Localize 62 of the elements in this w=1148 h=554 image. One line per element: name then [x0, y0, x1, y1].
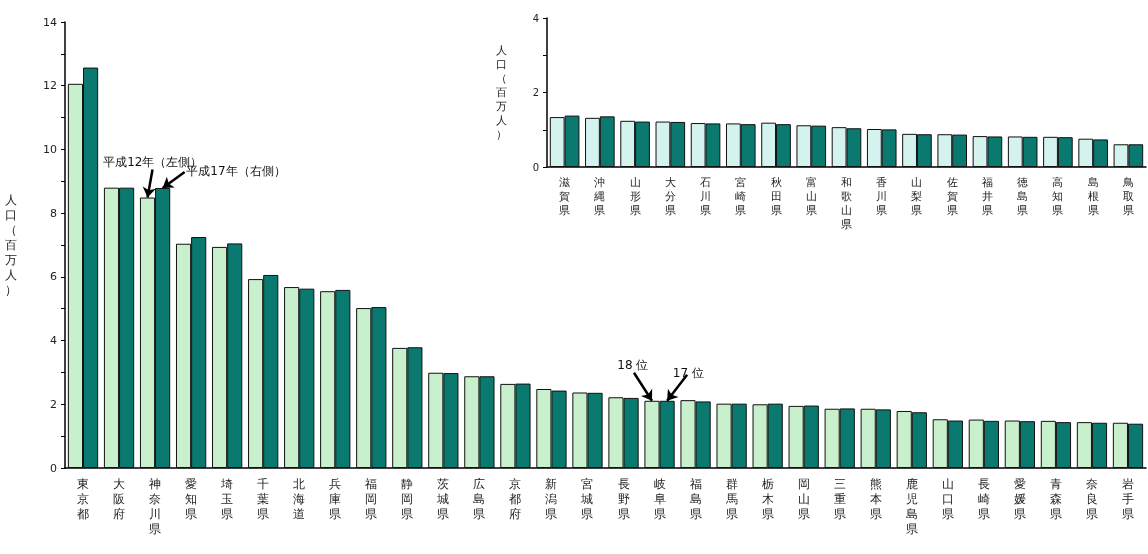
x-tick-label: 佐賀県: [946, 175, 958, 217]
y-tick-label: 12: [43, 79, 57, 93]
x-tick-label: 島根県: [1087, 175, 1099, 217]
x-tick-label: 千葉県: [257, 476, 270, 521]
x-tick-label: 徳島県: [1017, 175, 1029, 217]
x-tick-label: 富山県: [805, 175, 817, 217]
x-tick-label: 神奈川県: [149, 476, 162, 536]
x-tick-label: 群馬県: [724, 476, 738, 521]
x-tick-label: 大分県: [664, 175, 676, 217]
x-tick-label: 栃木県: [761, 476, 774, 521]
x-tick-label: 奈良県: [1085, 476, 1098, 521]
y-tick-label: 0: [532, 161, 539, 173]
y-axis-title: 人口（百万人）: [5, 193, 17, 297]
x-tick-label: 青森県: [1049, 476, 1062, 521]
y-tick-label: 2: [532, 87, 539, 98]
x-tick-label: 福岡県: [365, 476, 378, 521]
x-tick-label: 福島県: [689, 476, 702, 521]
y-axis-title: 人口（百万人）: [496, 44, 507, 141]
y-tick-label: 4: [50, 334, 57, 348]
x-tick-label: 兵庫県: [329, 476, 342, 521]
x-tick-label: 長崎県: [977, 476, 990, 521]
x-tick-label: 長野県: [617, 476, 630, 521]
x-tick-label: 山形県: [629, 175, 641, 217]
annotation: 17 位: [672, 366, 704, 381]
x-tick-label: 愛媛県: [1013, 476, 1026, 521]
y-tick-label: 4: [532, 12, 539, 24]
x-tick-label: 東京都: [77, 476, 90, 521]
x-tick-label: 三重県: [833, 476, 846, 521]
y-tick-label: 8: [50, 206, 57, 220]
x-tick-label: 滋賀県: [559, 175, 571, 217]
y-tick-label: 2: [50, 397, 57, 411]
x-tick-label: 鹿児島県: [905, 476, 918, 536]
x-tick-label: 新潟県: [545, 476, 558, 521]
x-tick-label: 山口県: [941, 476, 954, 521]
x-tick-label: 秋田県: [770, 175, 782, 217]
y-tick-label: 0: [50, 461, 57, 475]
y-tick-label: 10: [43, 142, 57, 156]
x-tick-label: 埼玉県: [220, 476, 234, 521]
x-tick-label: 静岡県: [401, 476, 414, 521]
x-tick-label: 熊本県: [869, 476, 882, 521]
x-tick-label: 山梨県: [911, 175, 923, 217]
x-tick-label: 岩手県: [1121, 476, 1134, 521]
x-tick-label: 北海道: [293, 476, 306, 521]
x-tick-label: 香川県: [876, 175, 888, 217]
x-tick-label: 愛知県: [185, 476, 198, 521]
x-tick-label: 宮城県: [580, 476, 594, 521]
x-tick-label: 石川県: [700, 175, 712, 217]
y-tick-label: 14: [43, 15, 57, 29]
x-tick-label: 高知県: [1052, 175, 1064, 217]
x-tick-label: 福井県: [981, 175, 993, 217]
y-tick-label: 6: [50, 270, 57, 284]
x-tick-label: 大阪府: [113, 476, 126, 521]
x-tick-label: 宮崎県: [735, 175, 747, 217]
x-tick-label: 鳥取県: [1121, 175, 1134, 217]
x-tick-label: 茨城県: [436, 476, 450, 521]
x-tick-label: 岡山県: [797, 476, 810, 521]
x-tick-label: 京都府: [509, 476, 522, 521]
x-tick-label: 岐阜県: [653, 476, 666, 521]
annotation: 18 位: [617, 358, 649, 373]
x-tick-label: 和歌山県: [841, 175, 852, 231]
x-tick-label: 広島県: [473, 476, 486, 521]
x-tick-label: 沖縄県: [593, 175, 606, 217]
